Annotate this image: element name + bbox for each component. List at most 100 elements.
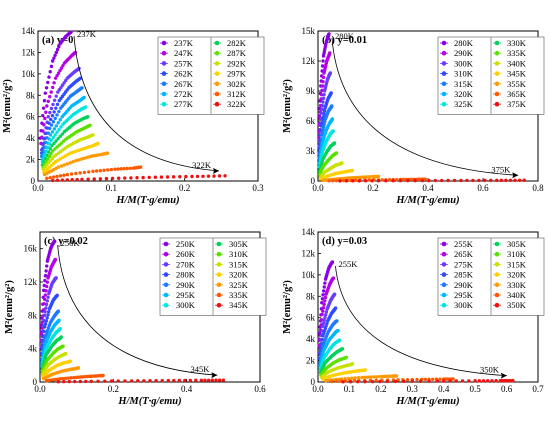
data-point [350,362,355,366]
data-point [477,178,481,183]
legend-label: 325K [229,280,249,290]
x-tick-label: 0.0 [34,384,46,394]
legend-label: 365K [507,89,527,99]
data-point [69,172,74,176]
panel-a: 0.0 0.1 0.2 0.3 0 2k 4k 6k 8k 10k 12k 14k H/M(T·g/em… [2,26,265,206]
data-point [324,379,328,383]
x-tick-label: 0.2 [108,384,119,394]
series-335K [44,373,105,383]
legend-label: 322K [227,99,247,109]
data-point [110,176,115,181]
data-point [48,126,52,131]
data-point [69,30,73,34]
data-point [160,378,164,383]
y-tick-label: 4k [306,334,316,344]
data-point [376,174,381,179]
data-point [136,379,140,383]
series-300K [40,326,62,368]
series-350K [341,378,515,384]
data-point [320,297,325,301]
y-tick-label: 6k [26,112,36,122]
legend-label: 300K [176,300,196,310]
data-point [465,178,469,183]
data-point [63,351,68,356]
data-point [50,85,55,90]
x-tick-label: 0.7 [532,384,544,394]
series-275K [317,292,337,355]
data-point [331,276,336,280]
data-point [323,281,327,285]
data-point [129,176,133,180]
data-point [54,94,58,98]
data-point [42,98,47,103]
data-point [348,380,353,384]
data-point [51,102,55,107]
data-point [451,377,455,381]
data-point [49,151,53,156]
data-point [69,376,73,380]
data-point [54,50,59,55]
legend-label: 295K [454,290,474,300]
data-point [320,64,325,68]
series-325K [41,366,81,381]
data-point [360,375,364,380]
data-point [320,312,324,317]
data-point [321,321,326,326]
y-tick-label: 8k [306,291,316,301]
data-point [321,75,326,80]
data-point [183,378,187,383]
data-point [52,127,57,131]
data-point [406,178,410,183]
data-point [387,178,392,182]
data-point [71,160,75,164]
data-point [96,141,100,146]
x-tick-label: 0.2 [179,183,190,193]
data-point [53,76,58,80]
data-point [511,378,515,383]
data-point [50,130,55,134]
series-345K [319,168,355,181]
data-point [356,379,360,384]
data-point [460,379,465,383]
data-point [321,79,325,84]
data-point [452,178,457,183]
data-point [50,59,55,63]
x-tick-label: 0.5 [470,384,482,394]
legend-label: 305K [507,239,527,249]
data-point [363,375,367,380]
annotation-end: 345K [190,364,210,374]
data-point [91,169,95,174]
data-point [517,178,522,182]
data-point [54,106,58,110]
y-tick-label: 0 [311,377,316,387]
data-point [194,378,198,383]
y-tick-label: 6k [306,313,316,323]
data-point [321,289,326,293]
data-point [122,166,126,171]
legend-label: 325K [454,99,474,109]
data-point [385,379,389,384]
data-point [330,117,334,121]
data-point [431,377,435,381]
series-320K [41,359,73,379]
legend-label: 247K [174,48,194,58]
series-277K [40,105,88,164]
legend-label: 250K [176,239,196,249]
series-315K [40,351,68,377]
data-point [49,106,54,111]
data-point [58,68,62,73]
data-point [55,102,60,107]
data-point [43,274,48,278]
arrow-head [512,172,519,179]
data-point [363,179,368,183]
legend-label: 285K [454,270,474,280]
data-point [58,174,63,178]
trend-arrow [57,245,218,376]
annotation-start: 280K [335,31,355,41]
data-point [56,380,61,384]
trend-arrow [335,265,507,377]
legend-label: 270K [176,259,196,269]
data-point [55,113,59,117]
data-point [321,309,325,313]
data-point [123,176,127,180]
